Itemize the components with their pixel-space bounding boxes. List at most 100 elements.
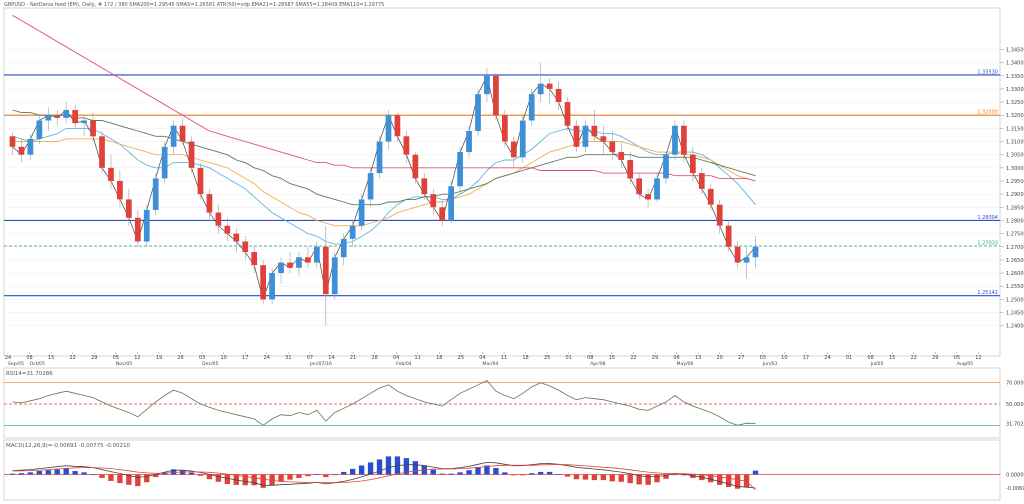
macd-histogram-bar: [672, 474, 678, 476]
candle-body: [99, 136, 105, 168]
y-tick-label: 1.29000: [1006, 192, 1024, 198]
x-tick-label: 25: [458, 355, 464, 361]
candle-body: [251, 252, 258, 266]
macd-histogram-bar: [81, 472, 87, 475]
x-tick-label: 29: [91, 355, 97, 361]
x-tick-label: 22: [630, 355, 636, 361]
y-tick-label: 1.30000: [1006, 166, 1024, 172]
candle-body: [403, 136, 410, 155]
main-price-panel[interactable]: 1.33530 1.32000 1.28004 1.25142 1.27033 1.34…: [3, 7, 1024, 367]
candle-body: [134, 217, 141, 242]
macd-histogram-bar: [323, 474, 329, 478]
macd-histogram-bar: [734, 474, 741, 489]
candle-body: [582, 125, 589, 147]
macd-panel[interactable]: MACD(12,26,9)=-0.00691 -0.00775 -0.00210…: [3, 439, 1024, 501]
candle-body: [725, 225, 732, 247]
candle-body: [707, 188, 714, 205]
candle-body: [484, 75, 490, 95]
macd-histogram-bar: [645, 474, 651, 485]
x-tick-label: 15: [889, 355, 895, 361]
macd-histogram-bar: [690, 474, 696, 478]
x-tick-label: 05: [113, 355, 119, 361]
macd-histogram-bar: [627, 474, 633, 484]
candle-body: [645, 194, 651, 200]
macd-histogram-bar: [546, 471, 553, 475]
candle-body: [421, 178, 428, 195]
candle-body: [161, 146, 168, 179]
x-tick-label: 10: [220, 355, 226, 361]
macd-histogram-bar: [251, 474, 257, 486]
resistance-1-label: 1.33530: [977, 69, 998, 75]
y-tick-label: 1.25000: [1006, 297, 1024, 303]
x-tick-label: 06: [673, 355, 679, 361]
candle-body: [600, 136, 607, 142]
macd-histogram-bar: [708, 474, 714, 483]
x-tick-label: 17: [242, 355, 248, 361]
macd-histogram-bar: [430, 469, 436, 475]
macd-histogram-bar: [126, 474, 132, 485]
candle-body: [430, 194, 437, 208]
macd-histogram-bar: [591, 474, 598, 481]
x-month-label: Oct/05: [30, 361, 45, 367]
y-tick-label: 1.31000: [1006, 140, 1024, 146]
candle-body: [233, 233, 240, 242]
candle-body: [412, 154, 419, 179]
x-tick-label: 05: [954, 355, 960, 361]
candle-body: [501, 115, 508, 142]
candle-body: [519, 120, 526, 158]
macd-histogram-bar: [188, 472, 195, 475]
rsi-line: [12, 380, 756, 426]
macd-histogram-bar: [287, 474, 293, 480]
rsi-y-label: 31.70286: [1006, 422, 1024, 428]
macd-histogram-bar: [752, 470, 759, 475]
x-tick-label: 08: [26, 355, 32, 361]
window-title: GBPUSD - NetDania feed (EM), Daily, # 17…: [4, 2, 384, 8]
macd-histogram-bar: [493, 468, 499, 475]
macd-title: MACD(12,26,9)=-0.00691 -0.00775 -0.00210: [6, 443, 131, 449]
ma-line-ema21: [12, 127, 756, 245]
x-month-label: Jul/05: [870, 361, 884, 367]
macd-histogram-bar: [296, 474, 302, 478]
candle-body: [125, 199, 132, 218]
candle-body: [27, 138, 34, 155]
y-tick-label: 1.33500: [1006, 74, 1024, 80]
x-month-label: Aug/05: [957, 361, 973, 367]
candle-body: [689, 154, 696, 174]
fast-ema-line: [12, 74, 756, 301]
candle-body: [242, 241, 249, 253]
candle-body: [493, 75, 499, 116]
candle-body: [170, 125, 177, 147]
x-tick-label: 17: [803, 355, 809, 361]
candle-body: [564, 102, 571, 126]
macd-histogram-bar: [654, 474, 660, 483]
macd-histogram-bar: [367, 462, 374, 475]
x-tick-label: 22: [70, 355, 76, 361]
x-month-label: May/06: [677, 361, 694, 367]
macd-histogram-bar: [529, 473, 535, 475]
macd-histogram-bar: [215, 474, 222, 482]
macd-histogram-bar: [90, 474, 96, 476]
macd-histogram-bar: [242, 474, 248, 486]
candle-body: [573, 125, 580, 147]
candle-body: [743, 257, 750, 263]
x-tick-label: 12: [975, 355, 981, 361]
macd-histogram-bar: [54, 469, 60, 475]
candle-body: [663, 154, 669, 179]
y-tick-label: 1.28000: [1006, 218, 1024, 224]
macd-histogram-bar: [341, 471, 347, 475]
macd-histogram-bar: [520, 474, 526, 476]
x-tick-label: 15: [609, 355, 615, 361]
candle-body: [72, 109, 79, 124]
y-tick-label: 1.32500: [1006, 100, 1024, 106]
macd-histogram-bar: [27, 472, 34, 475]
candle-body: [349, 225, 356, 239]
rsi-panel[interactable]: RSI14=31.70286 70.00000 50.00000 31.70286: [3, 367, 1024, 439]
macd-histogram-bar: [18, 473, 25, 475]
x-tick-label: 14: [328, 355, 334, 361]
macd-histogram-bar: [224, 474, 231, 484]
y-tick-label: 1.27000: [1006, 245, 1024, 251]
candle-body: [627, 159, 634, 179]
macd-y-label: 0.00000: [1006, 473, 1024, 479]
candle-body: [358, 199, 365, 226]
